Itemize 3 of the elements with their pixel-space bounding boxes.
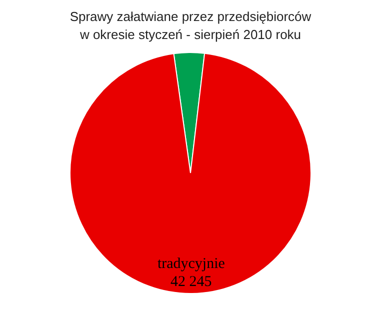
data-label: 42 245 <box>170 274 212 290</box>
chart-title: Sprawy załatwiane przez przedsiębiorców w okresie styczeń - sierpień 2010 roku <box>68 8 312 44</box>
slice-label: tradycyjnie <box>157 256 226 272</box>
